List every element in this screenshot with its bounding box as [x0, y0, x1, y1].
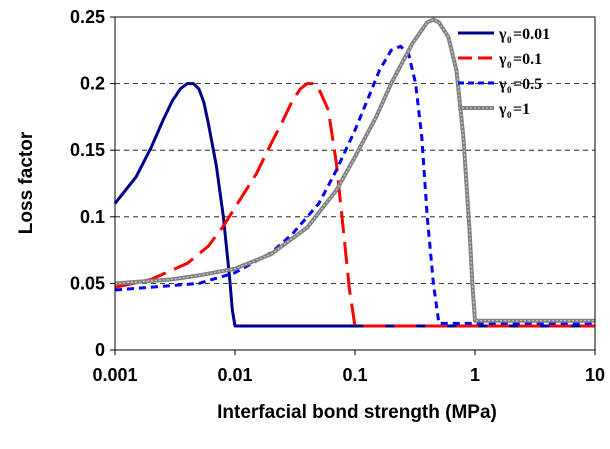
x-tick-label: 1: [470, 365, 480, 385]
y-tick-label: 0.1: [80, 207, 105, 227]
legend-label-4: =1: [513, 101, 530, 118]
x-tick-label: 10: [585, 365, 605, 385]
series-line-4-texture: [114, 18, 595, 322]
legend-subscript: 0: [507, 110, 512, 120]
legend-symbol: γ: [498, 76, 507, 93]
legend-symbol: γ: [498, 26, 507, 43]
x-tick-label: 0.001: [92, 365, 137, 385]
series-line-2: [114, 82, 595, 328]
legend-label-2: =0.1: [513, 51, 542, 68]
legend-label-3: =0.5: [513, 76, 542, 93]
series-line-1: [113, 82, 595, 328]
y-tick-label: 0.2: [80, 74, 105, 94]
y-tick-label: 0.25: [70, 7, 105, 27]
grid-lines: [115, 83, 595, 284]
y-tick-label: 0: [95, 340, 105, 360]
legend-subscript: 0: [507, 85, 512, 95]
y-tick-label: 0.15: [70, 140, 105, 160]
series-layer: [113, 17, 595, 328]
y-axis-title: Loss factor: [16, 131, 37, 234]
y-tick-label: 0.05: [70, 273, 105, 293]
series-line-3: [114, 44, 595, 325]
legend-subscript: 0: [507, 35, 512, 45]
legend-symbol: γ: [498, 101, 507, 118]
legend: γ 0 =0.01γ 0 =0.1γ 0 =0.5γ 0 =1: [458, 26, 550, 120]
x-tick-label: 0.1: [342, 365, 367, 385]
x-axis-title: Interfacial bond strength (MPa): [217, 402, 497, 423]
axis-ticks: 0 0.05 0.1 0.15 0.2 0.25 0.001 0.01 0.1 1 10: [70, 7, 605, 385]
x-tick-label: 0.01: [217, 365, 252, 385]
legend-subscript: 0: [507, 60, 512, 70]
legend-label-1: =0.01: [513, 26, 550, 43]
legend-symbol: γ: [498, 51, 507, 68]
